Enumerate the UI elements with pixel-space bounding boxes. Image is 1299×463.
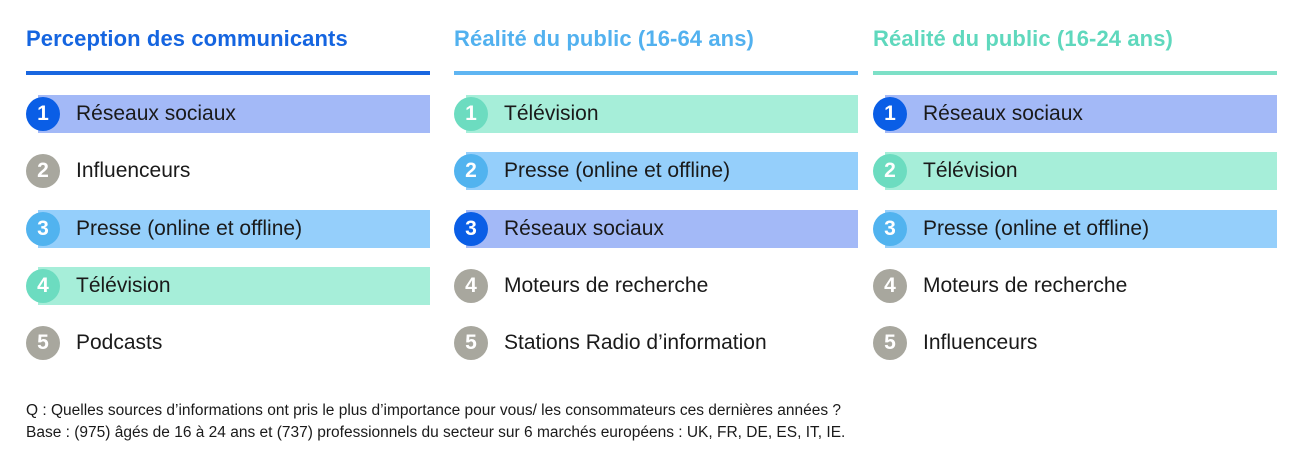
rank-badge: 2: [873, 154, 907, 188]
rank-bar: [466, 95, 858, 133]
rank-badge: 4: [873, 269, 907, 303]
footnote-question: Q : Quelles sources d’informations ont p…: [26, 402, 842, 419]
rank-label: Influenceurs: [76, 159, 191, 182]
rank-bar: [885, 210, 1277, 248]
rank-badge: 5: [873, 326, 907, 360]
footnote-base: Base : (975) âgés de 16 à 24 ans et (737…: [26, 424, 846, 441]
rank-label: Télévision: [76, 274, 171, 297]
rank-bar: [38, 95, 430, 133]
rank-item-5: 5 Podcasts: [26, 324, 430, 362]
rank-item-4: 4 Moteurs de recherche: [454, 267, 858, 305]
rank-item-4: 4 Télévision: [26, 267, 430, 305]
rank-bar: [466, 152, 858, 190]
column-rule: [873, 71, 1277, 75]
column-title: Réalité du public (16-24 ans): [873, 26, 1173, 51]
rank-badge: 2: [26, 154, 60, 188]
column-title: Réalité du public (16-64 ans): [454, 26, 754, 51]
rank-item-2: 2 Télévision: [873, 152, 1277, 190]
rank-item-3: 3 Presse (online et offline): [873, 210, 1277, 248]
rank-badge: 3: [26, 212, 60, 246]
rank-label: Presse (online et offline): [923, 217, 1150, 240]
rank-item-2: 2 Presse (online et offline): [454, 152, 858, 190]
rank-item-2: 2 Influenceurs: [26, 152, 430, 190]
rank-label: Stations Radio d’information: [504, 331, 767, 354]
rank-label: Influenceurs: [923, 331, 1038, 354]
column-title: Perception des communicants: [26, 26, 348, 51]
rank-item-3: 3 Réseaux sociaux: [454, 210, 858, 248]
rank-badge: 3: [873, 212, 907, 246]
rank-label: Podcasts: [76, 331, 163, 354]
rank-badge: 4: [454, 269, 488, 303]
rank-badge: 1: [873, 97, 907, 131]
rank-label: Télévision: [923, 159, 1018, 182]
rank-label: Télévision: [504, 102, 599, 125]
rank-item-5: 5 Influenceurs: [873, 324, 1277, 362]
rank-item-1: 1 Réseaux sociaux: [26, 95, 430, 133]
rank-badge: 5: [454, 326, 488, 360]
rank-label: Réseaux sociaux: [76, 102, 236, 125]
rank-badge: 1: [454, 97, 488, 131]
rank-badge: 4: [26, 269, 60, 303]
rank-bar: [885, 95, 1277, 133]
rank-bar: [466, 210, 858, 248]
rank-item-3: 3 Presse (online et offline): [26, 210, 430, 248]
rank-badge: 5: [26, 326, 60, 360]
rank-label: Presse (online et offline): [504, 159, 731, 182]
rank-bar: [885, 152, 1277, 190]
rank-badge: 1: [26, 97, 60, 131]
rank-label: Réseaux sociaux: [923, 102, 1083, 125]
rank-bar: [38, 210, 430, 248]
rank-label: Presse (online et offline): [76, 217, 303, 240]
column-rule: [454, 71, 858, 75]
rank-badge: 2: [454, 154, 488, 188]
rank-label: Réseaux sociaux: [504, 217, 664, 240]
rank-badge: 3: [454, 212, 488, 246]
column-rule: [26, 71, 430, 75]
rank-item-4: 4 Moteurs de recherche: [873, 267, 1277, 305]
rank-item-1: 1 Télévision: [454, 95, 858, 133]
rank-item-5: 5 Stations Radio d’information: [454, 324, 858, 362]
rank-item-1: 1 Réseaux sociaux: [873, 95, 1277, 133]
rank-bar: [38, 267, 430, 305]
rank-label: Moteurs de recherche: [923, 274, 1128, 297]
rank-label: Moteurs de recherche: [504, 274, 709, 297]
